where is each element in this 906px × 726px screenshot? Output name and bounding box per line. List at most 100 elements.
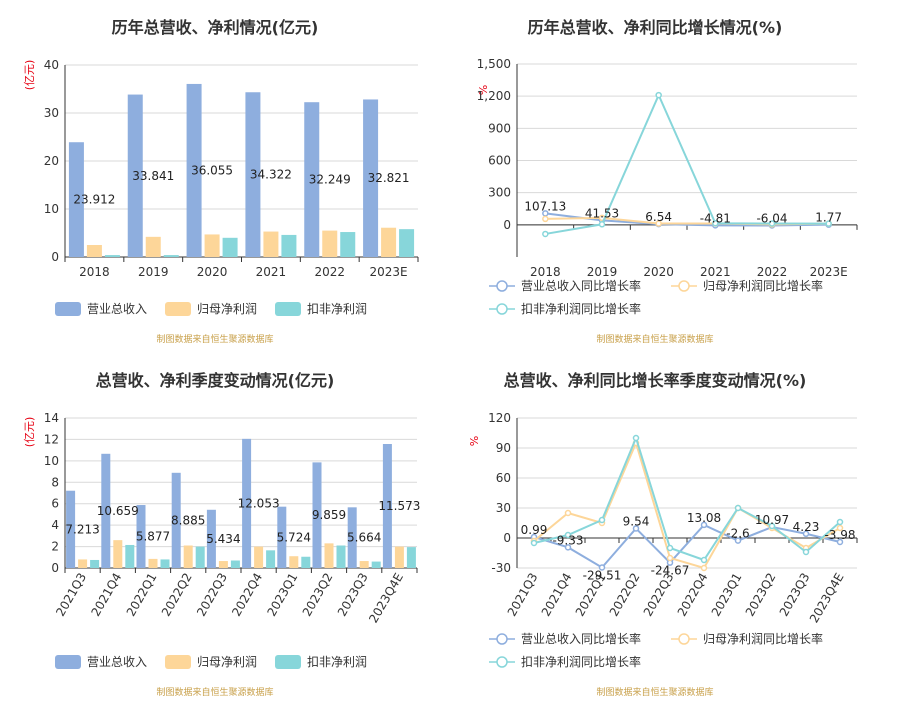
data-point-1 <box>632 525 640 532</box>
legend-swatch-1 <box>55 655 81 669</box>
data-label: 10.659 <box>97 504 139 518</box>
y-tick-label: -30 <box>491 561 511 575</box>
bar-2 <box>183 545 193 568</box>
data-point-3 <box>666 544 674 552</box>
data-point-1 <box>734 537 742 544</box>
y-axis-label: (亿元) <box>23 60 36 91</box>
x-tick-label: 2023Q4E <box>366 571 406 626</box>
bar-3 <box>195 546 205 568</box>
series-line-3 <box>533 435 841 562</box>
chart-title: 总营收、净利季度变动情况(亿元) <box>96 371 335 390</box>
bar-2 <box>359 561 369 568</box>
bar-3 <box>125 544 135 568</box>
x-tick-label: 2021Q4 <box>88 571 124 619</box>
data-label: 13.08 <box>687 511 721 525</box>
data-point-1 <box>598 564 606 571</box>
legend-label: 营业总收入同比增长率 <box>521 278 641 293</box>
y-tick-label: 1,500 <box>477 57 511 71</box>
bar-2 <box>254 546 264 568</box>
data-point-2 <box>700 564 708 572</box>
bar-3 <box>266 550 276 568</box>
bar-2 <box>263 231 279 257</box>
data-point-3 <box>768 522 776 530</box>
bar-1 <box>363 99 379 257</box>
data-label: -4.81 <box>700 211 731 225</box>
data-label: -3.98 <box>824 528 855 542</box>
x-tick-label: 2023Q2 <box>300 571 336 619</box>
chart-1: 历年总营收、净利情况(亿元) (亿元) 0 10 20 30 40 2018 2019 2020 2… <box>23 18 419 345</box>
source-note: 制图数据来自恒生聚源数据库 <box>596 333 713 345</box>
data-point-3 <box>700 556 708 564</box>
y-tick-label: 10 <box>44 202 59 216</box>
data-label: 107.13 <box>524 199 566 213</box>
bar-1 <box>66 490 76 568</box>
bar-2 <box>148 558 158 568</box>
y-tick-label: 0 <box>503 531 511 545</box>
x-tick-label: 2022 <box>314 265 345 279</box>
data-point-3 <box>564 531 572 539</box>
data-label: 34.322 <box>250 168 292 182</box>
bar-3 <box>336 545 346 568</box>
bar-1 <box>136 505 146 568</box>
data-point-3 <box>802 548 810 556</box>
x-tick-label: 2022Q4 <box>229 571 265 619</box>
data-label: 33.841 <box>132 169 174 183</box>
x-tick-label: 2023Q1 <box>709 571 745 619</box>
x-tick-label: 2023Q3 <box>777 571 813 619</box>
bar-1 <box>186 83 202 257</box>
data-label: 5.724 <box>277 530 311 544</box>
bar-3 <box>281 234 297 257</box>
bar-1 <box>101 453 111 568</box>
data-label: 10.97 <box>755 513 789 527</box>
chart-title: 总营收、净利同比增长率季度变动情况(%) <box>504 371 807 390</box>
legend-label: 归母净利润 <box>197 302 257 316</box>
bar-3 <box>399 229 415 257</box>
data-point-3 <box>598 221 606 228</box>
y-tick-label: 10 <box>44 454 59 468</box>
y-axis-label: % <box>477 85 490 95</box>
series-line-1 <box>533 523 841 569</box>
y-tick-label: 600 <box>488 154 511 168</box>
legend-marker-3 <box>496 303 508 315</box>
data-label: -9.33 <box>552 533 583 547</box>
data-label: 0.99 <box>521 523 548 537</box>
legend-marker-2 <box>678 280 690 292</box>
bar-1 <box>127 94 143 257</box>
y-tick-label: 120 <box>488 411 511 425</box>
legend-label: 营业总收入同比增长率 <box>521 631 641 646</box>
x-tick-label: 2023Q1 <box>264 571 300 619</box>
data-point-2 <box>666 554 674 562</box>
legend-label: 营业总收入 <box>87 655 147 669</box>
data-point-1 <box>564 544 572 551</box>
x-tick-label: 2023E <box>370 265 408 279</box>
data-point-3 <box>530 539 538 547</box>
data-point-2 <box>564 509 572 517</box>
y-tick-label: 60 <box>496 471 511 485</box>
data-label: 1.77 <box>815 211 842 225</box>
bar-2 <box>78 559 88 568</box>
bar-2 <box>113 540 123 568</box>
bar-3 <box>104 255 120 257</box>
series-line-3 <box>545 92 829 235</box>
y-tick-label: 900 <box>488 121 511 135</box>
chart-4: 总营收、净利同比增长率季度变动情况(%)% -30 0 30 60 90 120 2021Q3… <box>468 371 858 698</box>
bar-1 <box>242 438 252 568</box>
data-label: 9.54 <box>623 514 650 528</box>
legend-label: 扣非净利润同比增长率 <box>521 654 641 669</box>
bar-3 <box>90 559 100 568</box>
data-point-3 <box>632 434 640 442</box>
y-tick-label: 4 <box>51 518 59 532</box>
legend-swatch-3 <box>275 655 301 669</box>
x-tick-label: 2023Q4E <box>807 571 847 626</box>
bar-2 <box>381 227 397 257</box>
data-label: 5.434 <box>206 532 240 546</box>
data-label: -24.67 <box>651 564 690 578</box>
source-note: 制图数据来自恒生聚源数据库 <box>596 686 713 698</box>
bar-1 <box>171 472 181 568</box>
data-point-3 <box>542 230 549 238</box>
x-tick-label: 2019 <box>138 265 169 279</box>
y-tick-label: 30 <box>496 501 511 515</box>
x-tick-label: 2021Q3 <box>53 571 89 619</box>
data-label: 8.885 <box>171 513 205 527</box>
